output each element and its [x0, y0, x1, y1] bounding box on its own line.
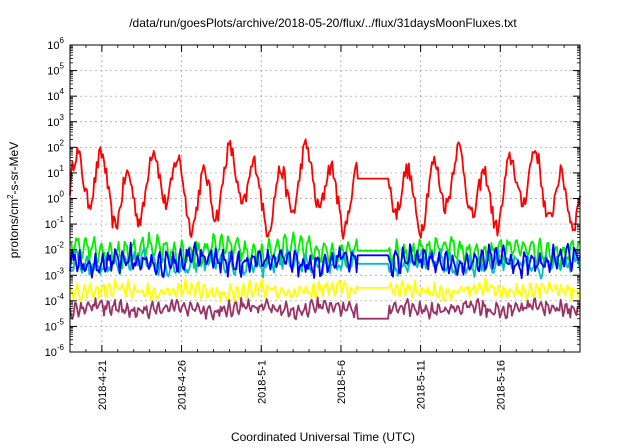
- y-tick-label: 10-1: [45, 215, 65, 231]
- x-axis-label: Coordinated Universal Time (UTC): [231, 430, 415, 444]
- y-tick-label: 10-4: [45, 292, 65, 308]
- series-line: [69, 277, 581, 303]
- y-axis-ticks: 10-6 10-5 10-4 10-3 10-2 10-1 100 101 102 103 104 1…: [45, 36, 580, 359]
- series-line: [69, 138, 581, 240]
- y-tick-label: 10-3: [45, 266, 65, 282]
- x-tick-label: 2018-4-26: [177, 360, 189, 410]
- y-axis-label: protons/cm2-s-sr-MeV: [6, 142, 21, 258]
- x-tick-label: 2018-4-21: [97, 360, 109, 410]
- series-line: [69, 247, 581, 280]
- x-tick-label: 2018-5-11: [416, 360, 428, 409]
- y-tick-label: 10-5: [45, 317, 65, 333]
- series-group: [69, 138, 581, 321]
- chart-title: /data/run/goesPlots/archive/2018-05-20/f…: [129, 16, 517, 30]
- x-axis-ticks: 2018-4-21 2018-4-26 2018-5-1 2018-5-6 2018-5…: [85, 45, 565, 410]
- y-tick-label: 106: [47, 36, 64, 52]
- x-tick-label: 2018-5-6: [336, 360, 348, 404]
- y-tick-label: 101: [47, 164, 64, 180]
- y-tick-label: 105: [47, 62, 64, 78]
- y-tick-label: 10-2: [45, 241, 65, 257]
- x-tick-label: 2018-5-16: [495, 360, 507, 410]
- y-tick-label: 103: [47, 113, 64, 129]
- series-line: [69, 296, 581, 321]
- y-tick-label: 104: [47, 87, 64, 103]
- series-line: [69, 241, 581, 280]
- y-tick-label: 102: [47, 138, 64, 154]
- grid-lines: [70, 45, 580, 352]
- x-tick-label: 2018-5-1: [256, 360, 268, 404]
- y-tick-label: 10-6: [45, 343, 65, 359]
- y-tick-label: 100: [47, 190, 64, 206]
